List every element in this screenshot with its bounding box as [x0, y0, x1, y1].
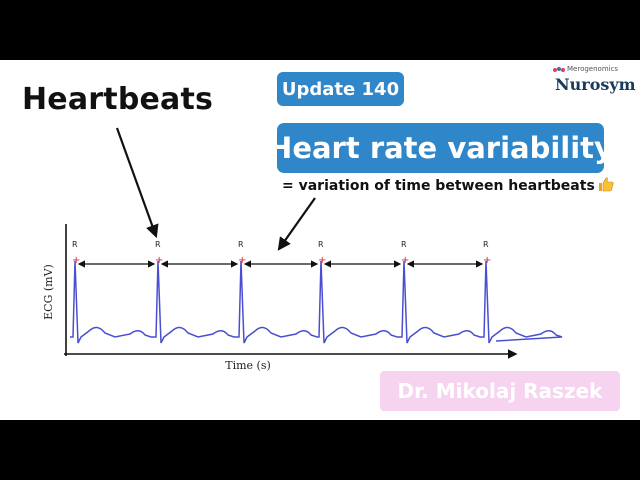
logo-mark-icon — [553, 67, 565, 72]
x-axis-label: Time (s) — [225, 359, 271, 372]
ecg-trace — [70, 260, 563, 344]
slide: Heartbeats Update 140 Heart rate variabi… — [0, 60, 640, 420]
r-peaks: R + R + R + R + R + R + — [72, 240, 491, 266]
r-peak-label: R — [238, 240, 244, 249]
heartbeat-pointer-arrow — [115, 127, 159, 239]
nurosym-logo: Merogenomics Nurosym — [553, 65, 636, 99]
r-peak-label: R — [401, 240, 407, 249]
r-peak-marker: + — [155, 255, 163, 266]
r-peak-label: R — [155, 240, 161, 249]
logo-small-text: Merogenomics — [567, 65, 619, 73]
ecg-diagram: ECG (mV) Time (s) R + R + R + R + R + R + — [42, 127, 563, 372]
r-peak-marker: + — [72, 255, 80, 266]
r-peak-marker: + — [401, 255, 409, 266]
r-peak-label: R — [318, 240, 324, 249]
thumbs-up-icon — [598, 176, 614, 196]
subtitle-text: = variation of time between heartbeats — [282, 178, 595, 194]
r-peak-label: R — [72, 240, 78, 249]
y-axis-label: ECG (mV) — [42, 264, 55, 320]
r-peak-marker: + — [483, 255, 491, 266]
interval-pointer-arrow — [277, 197, 316, 251]
hrv-title-badge: Heart rate variability — [268, 123, 613, 173]
update-badge: Update 140 — [277, 72, 404, 106]
r-peak-marker: + — [238, 255, 246, 266]
r-peak-marker: + — [318, 255, 326, 266]
heartbeats-heading: Heartbeats — [22, 82, 214, 117]
subtitle: = variation of time between heartbeats — [282, 176, 614, 196]
r-peak-label: R — [483, 240, 489, 249]
logo-main-text: Nurosym — [555, 75, 636, 94]
author-badge: Dr. Mikolaj Raszek — [380, 371, 620, 411]
